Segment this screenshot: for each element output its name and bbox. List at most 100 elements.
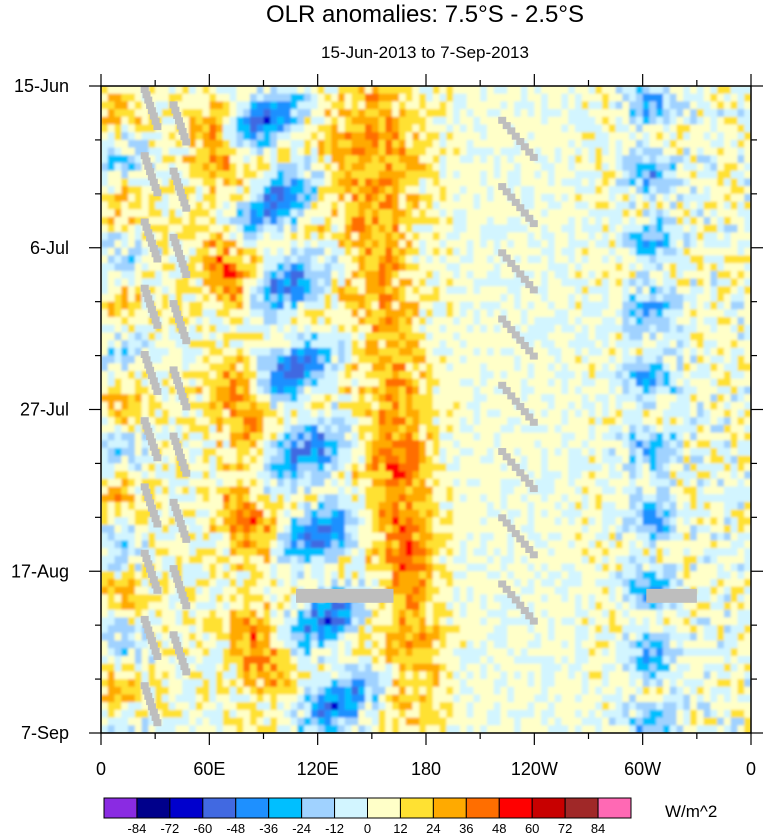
field-cell <box>635 116 644 126</box>
field-cell <box>635 317 644 326</box>
field-cell <box>439 463 448 472</box>
field-cell <box>737 101 746 110</box>
field-cell <box>216 355 224 365</box>
field-cell <box>324 240 333 249</box>
field-cell <box>358 132 366 141</box>
field-cell <box>290 370 299 380</box>
field-cell <box>561 286 569 295</box>
field-cell <box>107 324 116 334</box>
field-cell <box>121 409 129 418</box>
field-cell <box>480 409 488 418</box>
field-cell <box>344 478 353 488</box>
field-cell <box>175 478 184 488</box>
field-cell <box>161 232 170 241</box>
field-cell <box>534 386 542 395</box>
field-cell <box>249 301 258 311</box>
field-cell <box>182 224 190 234</box>
field-cell <box>304 386 312 395</box>
field-cell <box>439 301 448 311</box>
field-cell <box>195 386 204 395</box>
field-cell <box>121 448 129 457</box>
field-cell <box>161 86 170 95</box>
field-cell <box>629 448 637 457</box>
field-cell <box>243 270 251 280</box>
field-cell <box>588 394 597 403</box>
field-cell <box>209 332 217 341</box>
field-cell <box>263 317 272 326</box>
field-cell <box>676 324 685 334</box>
field-cell <box>730 193 739 203</box>
field-cell <box>602 139 610 149</box>
field-cell <box>723 139 732 149</box>
field-cell <box>696 401 705 411</box>
field-cell <box>290 270 299 280</box>
field-cell <box>398 86 407 95</box>
field-cell <box>527 224 536 234</box>
field-cell <box>581 201 590 211</box>
field-cell <box>635 124 644 134</box>
field-cell <box>574 170 583 180</box>
field-cell <box>195 278 204 288</box>
field-cell <box>365 332 373 341</box>
field-cell <box>466 317 475 326</box>
field-cell <box>622 448 630 457</box>
field-cell <box>710 232 718 241</box>
field-cell <box>412 386 421 395</box>
field-cell <box>480 147 488 157</box>
field-cell <box>263 424 272 434</box>
field-cell <box>649 101 658 110</box>
field-cell <box>161 455 170 465</box>
field-cell <box>480 139 488 149</box>
field-cell <box>534 132 542 141</box>
field-cell <box>371 347 380 357</box>
field-cell <box>392 355 400 365</box>
field-cell <box>405 178 414 187</box>
field-cell <box>446 132 454 141</box>
field-cell <box>642 139 651 149</box>
field-cell <box>243 363 251 372</box>
field-cell <box>635 432 644 442</box>
field-cell <box>107 201 116 211</box>
field-cell <box>730 255 739 264</box>
field-cell <box>581 370 590 380</box>
field-cell <box>310 424 319 434</box>
field-cell <box>602 263 610 272</box>
field-cell <box>439 201 448 211</box>
field-cell <box>385 186 393 195</box>
field-cell <box>554 109 563 118</box>
field-cell <box>737 432 746 442</box>
field-cell <box>101 394 109 403</box>
field-cell <box>649 417 658 426</box>
field-cell <box>703 270 712 280</box>
field-cell <box>676 471 685 480</box>
field-cell <box>737 440 746 449</box>
field-cell <box>243 317 251 326</box>
field-cell <box>541 332 549 341</box>
field-cell <box>324 347 333 357</box>
field-cell <box>595 278 603 288</box>
field-cell <box>737 363 746 372</box>
field-cell <box>337 317 346 326</box>
field-cell <box>405 163 414 172</box>
field-cell <box>486 355 495 365</box>
field-cell <box>642 201 651 211</box>
field-cell <box>128 124 136 134</box>
field-cell <box>189 394 197 403</box>
field-cell <box>696 224 705 234</box>
field-cell <box>175 101 184 110</box>
field-cell <box>141 255 150 264</box>
field-cell <box>405 301 414 311</box>
field-cell <box>574 394 583 403</box>
field-cell <box>629 255 637 264</box>
field-cell <box>723 417 732 426</box>
field-cell <box>541 247 549 257</box>
field-cell <box>392 155 400 164</box>
field-cell <box>412 240 421 249</box>
field-cell <box>696 232 705 241</box>
field-cell <box>744 86 751 95</box>
field-cell <box>385 93 393 103</box>
field-cell <box>615 332 624 341</box>
field-cell <box>365 463 373 472</box>
field-cell <box>229 448 238 457</box>
field-cell <box>480 232 488 241</box>
